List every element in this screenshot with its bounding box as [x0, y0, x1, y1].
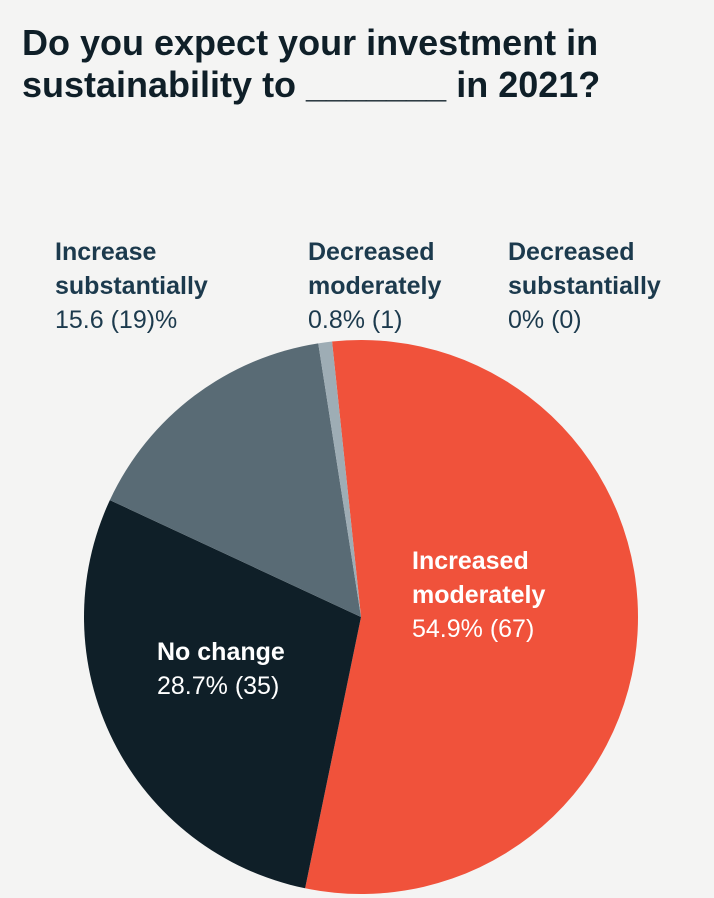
slice-value-decreased-substantially: 0% (0): [508, 306, 582, 334]
chart-title-line-2: sustainability to _______ in 2021?: [22, 64, 601, 105]
slice-name-decreased-moderately-line-1: Decreased: [308, 238, 434, 266]
slice-name-increased-moderately-line-1: Increased: [412, 547, 529, 575]
pie-slice-increased-moderately: [305, 340, 638, 895]
slice-name-decreased-moderately-line-2: moderately: [308, 272, 441, 300]
slice-name-increased-moderately-line-2: moderately: [412, 581, 545, 609]
slice-name-decreased-substantially-line-2: substantially: [508, 272, 661, 300]
slice-value-increased-moderately: 54.9% (67): [412, 615, 534, 643]
chart-title: Do you expect your investment in sustain…: [22, 22, 702, 106]
slice-name-no-change-line-1: No change: [157, 638, 285, 666]
slice-label-decreased-substantially: Decreased substantially 0% (0): [508, 238, 661, 334]
slice-label-decreased-moderately: Decreased moderately 0.8% (1): [308, 238, 441, 334]
slice-value-no-change: 28.7% (35): [157, 672, 279, 700]
pie-slice-decreased-moderately: [318, 341, 361, 617]
pie-slice-increase-substantially: [109, 343, 361, 617]
chart-title-line-1: Do you expect your investment in: [22, 22, 599, 63]
slice-value-increase-substantially: 15.6 (19)%: [55, 306, 177, 334]
slice-name-decreased-substantially-line-1: Decreased: [508, 238, 634, 266]
slice-name-increase-substantially-line-2: substantially: [55, 272, 208, 300]
slice-label-no-change: No change 28.7% (35): [157, 638, 285, 700]
slice-value-decreased-moderately: 0.8% (1): [308, 306, 402, 334]
slice-label-increase-substantially: Increase substantially 15.6 (19)%: [55, 238, 208, 334]
slice-label-increased-moderately: Increased moderately 54.9% (67): [412, 547, 545, 643]
slice-name-increase-substantially-line-1: Increase: [55, 238, 157, 266]
pie-slice-no-change: [84, 500, 362, 889]
